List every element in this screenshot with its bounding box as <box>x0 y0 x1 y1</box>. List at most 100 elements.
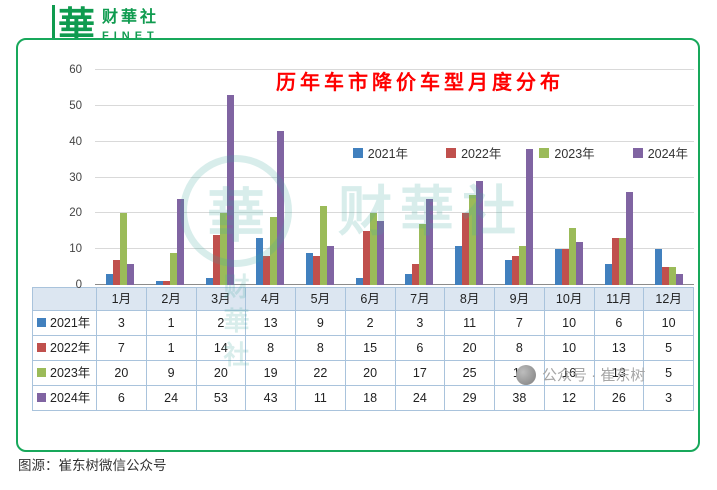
bar-2022年-12月 <box>662 267 670 285</box>
bar-2024年-10月 <box>576 242 584 285</box>
value-cell-2021年-11月: 6 <box>593 310 645 336</box>
bar-2022年-1月 <box>112 259 120 285</box>
data-table-body: 2021年 3 1 2 13 9 2 3 11 7 10 6 10 2022年 7 1 14 8 8 15 6 20 8 10… <box>32 310 694 411</box>
value-cell-2024年-5月: 11 <box>295 385 346 411</box>
bar-2024年-6月 <box>376 220 384 285</box>
plot-area <box>95 69 694 285</box>
table-corner-cell <box>32 287 97 311</box>
bar-2023年-10月 <box>569 227 577 285</box>
month-header-cell: 12月 <box>643 287 694 311</box>
month-header-cell: 11月 <box>593 287 645 311</box>
month-header-cell: 2月 <box>145 287 197 311</box>
bar-2021年-4月 <box>255 238 263 285</box>
month-header-cell: 9月 <box>494 287 545 311</box>
value-cell-2023年-1月: 20 <box>96 360 147 386</box>
legend-label: 2023年 <box>554 147 595 161</box>
value-cell-2024年-11月: 26 <box>593 385 645 411</box>
bar-2023年-4月 <box>269 216 277 285</box>
bar-group-8月 <box>444 70 494 285</box>
value-cell-2022年-3月: 14 <box>195 335 247 361</box>
bar-2021年-12月 <box>655 249 663 285</box>
value-cell-2021年-8月: 11 <box>444 310 495 336</box>
series-header-cell: 2023年 <box>32 360 97 386</box>
bar-group-12月 <box>644 70 694 285</box>
bar-group-4月 <box>245 70 295 285</box>
legend-item: 2023年 <box>539 143 595 162</box>
month-header-cell: 1月 <box>96 287 147 311</box>
y-tick-label: 20 <box>69 207 82 220</box>
value-cell-2022年-6月: 15 <box>344 335 396 361</box>
value-cell-2021年-6月: 2 <box>344 310 396 336</box>
bar-group-11月 <box>594 70 644 285</box>
value-cell-2023年-6月: 20 <box>344 360 396 386</box>
series-name: 2023年 <box>50 366 91 380</box>
legend-item: 2021年 <box>352 143 408 162</box>
bar-2024年-3月 <box>226 95 234 285</box>
month-header-cell: 3月 <box>195 287 247 311</box>
table-row-2022年: 2022年 7 1 14 8 8 15 6 20 8 10 13 5 <box>32 335 694 361</box>
month-header-cell: 5月 <box>295 287 346 311</box>
value-cell-2023年-8月: 25 <box>444 360 495 386</box>
bar-2024年-11月 <box>626 191 634 285</box>
value-cell-2021年-1月: 3 <box>96 310 147 336</box>
bar-2024年-7月 <box>426 199 434 285</box>
legend-swatch <box>632 147 643 158</box>
bar-group-3月 <box>195 70 245 285</box>
legend-swatch <box>352 147 363 158</box>
bar-2023年-7月 <box>419 224 427 285</box>
gridline <box>95 212 694 214</box>
bar-2024年-12月 <box>676 274 684 285</box>
bar-2021年-6月 <box>355 277 363 285</box>
value-cell-2023年-2月: 9 <box>145 360 197 386</box>
bar-2022年-5月 <box>312 256 320 285</box>
bar-group-9月 <box>494 70 544 285</box>
bar-group-6月 <box>345 70 395 285</box>
value-cell-2021年-9月: 7 <box>494 310 545 336</box>
y-tick-label: 60 <box>69 64 82 76</box>
bar-2023年-8月 <box>469 195 477 285</box>
value-cell-2023年-3月: 20 <box>195 360 247 386</box>
value-cell-2021年-10月: 10 <box>543 310 595 336</box>
gridlines <box>95 69 694 285</box>
bar-group-1月 <box>95 70 145 285</box>
legend-item: 2022年 <box>446 143 501 162</box>
y-tick-label: 0 <box>75 279 82 291</box>
value-cell-2021年-7月: 3 <box>394 310 446 336</box>
table-row-2021年: 2021年 3 1 2 13 9 2 3 11 7 10 6 10 <box>32 310 694 336</box>
value-cell-2024年-6月: 18 <box>344 385 396 411</box>
bar-2023年-11月 <box>619 238 627 285</box>
bar-2022年-7月 <box>412 263 420 285</box>
series-header-cell: 2022年 <box>32 335 97 361</box>
table-row-2023年: 2023年 20 9 20 19 22 20 17 25 11 16 13 5 <box>32 360 694 386</box>
bar-2024年-2月 <box>176 199 184 285</box>
bar-2021年-5月 <box>305 252 313 285</box>
bar-2024年-5月 <box>326 245 334 285</box>
bar-group-10月 <box>544 70 594 285</box>
bar-2022年-3月 <box>212 234 220 285</box>
bar-2022年-6月 <box>362 231 370 285</box>
bar-2023年-6月 <box>369 213 377 285</box>
month-header-cell: 7月 <box>394 287 446 311</box>
finet-logo-name: 财華社 <box>102 9 160 26</box>
value-cell-2021年-12月: 10 <box>643 310 694 336</box>
value-cell-2024年-4月: 43 <box>245 385 296 411</box>
value-cell-2024年-3月: 53 <box>195 385 247 411</box>
bar-2021年-3月 <box>205 277 213 285</box>
legend-swatch <box>446 147 457 158</box>
series-name: 2022年 <box>50 341 91 355</box>
bar-2021年-10月 <box>555 249 563 285</box>
value-cell-2022年-10月: 10 <box>543 335 595 361</box>
bar-2023年-3月 <box>219 213 227 285</box>
bar-2024年-8月 <box>476 181 484 285</box>
gridline <box>95 104 694 106</box>
value-cell-2024年-9月: 38 <box>494 385 545 411</box>
value-cell-2021年-4月: 13 <box>245 310 296 336</box>
value-cell-2024年-2月: 24 <box>145 385 197 411</box>
bar-2021年-7月 <box>405 274 413 285</box>
bar-2021年-9月 <box>505 259 513 285</box>
bar-2023年-1月 <box>119 213 127 285</box>
value-cell-2022年-11月: 13 <box>593 335 645 361</box>
bar-2024年-1月 <box>126 263 134 285</box>
legend-label: 2024年 <box>647 147 688 161</box>
month-header-cell: 8月 <box>444 287 495 311</box>
